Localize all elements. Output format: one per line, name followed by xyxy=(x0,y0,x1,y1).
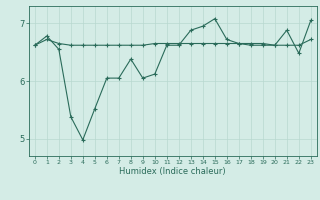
X-axis label: Humidex (Indice chaleur): Humidex (Indice chaleur) xyxy=(119,167,226,176)
